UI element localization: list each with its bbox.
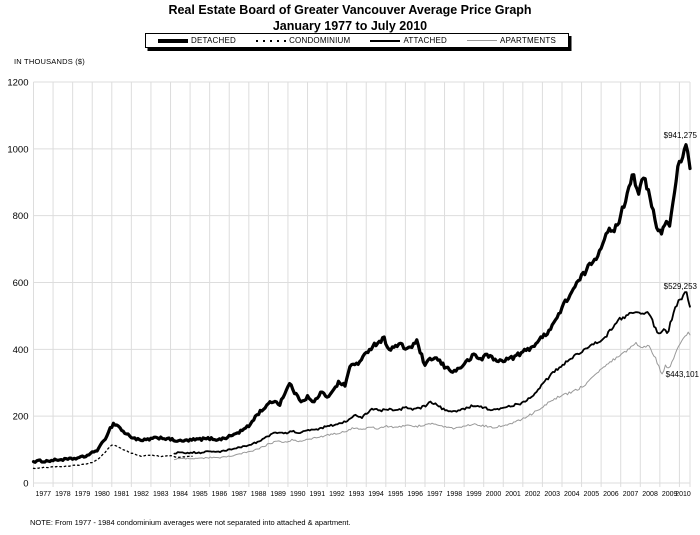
legend: DETACHED CONDOMINIUM ATTACHED APARTMENTS <box>145 33 569 48</box>
legend-label-condominium: CONDOMINIUM <box>289 36 351 45</box>
svg-text:1977: 1977 <box>35 491 51 498</box>
svg-text:2005: 2005 <box>584 491 600 498</box>
legend-item-detached: DETACHED <box>158 36 236 45</box>
svg-text:1999: 1999 <box>466 491 482 498</box>
attached-line-swatch-icon <box>370 39 401 42</box>
svg-text:1000: 1000 <box>7 144 28 155</box>
svg-text:800: 800 <box>13 211 29 222</box>
svg-text:1979: 1979 <box>75 491 91 498</box>
svg-text:1996: 1996 <box>407 491 423 498</box>
legend-label-attached: ATTACHED <box>403 36 447 45</box>
x-axis-tick-labels: 1977 1978 1979 1980 1981 1982 1983 1984 1985 1986… <box>35 491 690 498</box>
annotation-apartments-final-price: $443,101 <box>665 370 699 379</box>
legend-item-apartments: APARTMENTS <box>467 36 556 45</box>
svg-text:1981: 1981 <box>114 491 130 498</box>
y-axis-tick-labels: 0 200 400 600 800 1000 1200 <box>7 78 28 490</box>
svg-text:1986: 1986 <box>212 491 228 498</box>
svg-text:1985: 1985 <box>192 491 208 498</box>
svg-text:2004: 2004 <box>564 491 580 498</box>
svg-text:1992: 1992 <box>329 491 345 498</box>
svg-text:1995: 1995 <box>388 491 404 498</box>
svg-text:0: 0 <box>23 479 28 490</box>
svg-text:1993: 1993 <box>349 491 365 498</box>
svg-text:1989: 1989 <box>270 491 286 498</box>
legend-label-apartments: APARTMENTS <box>500 36 556 45</box>
legend-label-detached: DETACHED <box>191 36 237 45</box>
svg-text:200: 200 <box>13 412 29 423</box>
footnote: NOTE: From 1977 - 1984 condominium avera… <box>30 518 351 527</box>
svg-text:2001: 2001 <box>505 491 521 498</box>
series-attached-line <box>173 291 691 455</box>
legend-item-attached: ATTACHED <box>370 36 447 45</box>
svg-text:1998: 1998 <box>447 491 463 498</box>
chart-subtitle: January 1977 to July 2010 <box>272 19 428 33</box>
annotation-attached-final-price: $529,253 <box>663 282 697 291</box>
svg-text:2010: 2010 <box>675 491 691 498</box>
svg-text:1984: 1984 <box>173 491 189 498</box>
series-detached-line <box>31 143 692 464</box>
series-condominium-line <box>32 444 193 470</box>
svg-text:1982: 1982 <box>133 491 149 498</box>
svg-text:1988: 1988 <box>251 491 267 498</box>
svg-text:400: 400 <box>13 345 29 356</box>
svg-text:1983: 1983 <box>153 491 169 498</box>
svg-text:1200: 1200 <box>7 78 28 89</box>
annotation-detached-final-price: $941,275 <box>663 131 697 140</box>
chart-title: Real Estate Board of Greater Vancouver A… <box>168 3 532 17</box>
svg-text:1990: 1990 <box>290 491 306 498</box>
y-axis-title: IN THOUSANDS ($) <box>14 57 85 66</box>
series-apartments-line <box>173 331 691 461</box>
apartments-line-swatch-icon <box>467 40 498 41</box>
svg-text:1978: 1978 <box>55 491 71 498</box>
svg-text:2003: 2003 <box>544 491 560 498</box>
svg-text:2007: 2007 <box>623 491 639 498</box>
condominium-dotted-swatch-icon <box>256 39 287 42</box>
svg-text:2000: 2000 <box>486 491 502 498</box>
svg-text:2009: 2009 <box>662 491 678 498</box>
gridlines <box>33 81 691 487</box>
svg-text:600: 600 <box>13 278 29 289</box>
legend-item-condominium: CONDOMINIUM <box>256 36 350 45</box>
svg-text:1987: 1987 <box>231 491 247 498</box>
svg-text:1994: 1994 <box>368 491 384 498</box>
svg-text:2002: 2002 <box>525 491 541 498</box>
svg-text:2006: 2006 <box>603 491 619 498</box>
svg-text:1997: 1997 <box>427 491 443 498</box>
svg-text:1991: 1991 <box>310 491 326 498</box>
detached-line-swatch-icon <box>158 38 188 43</box>
svg-text:2008: 2008 <box>642 491 658 498</box>
svg-text:1980: 1980 <box>94 491 110 498</box>
